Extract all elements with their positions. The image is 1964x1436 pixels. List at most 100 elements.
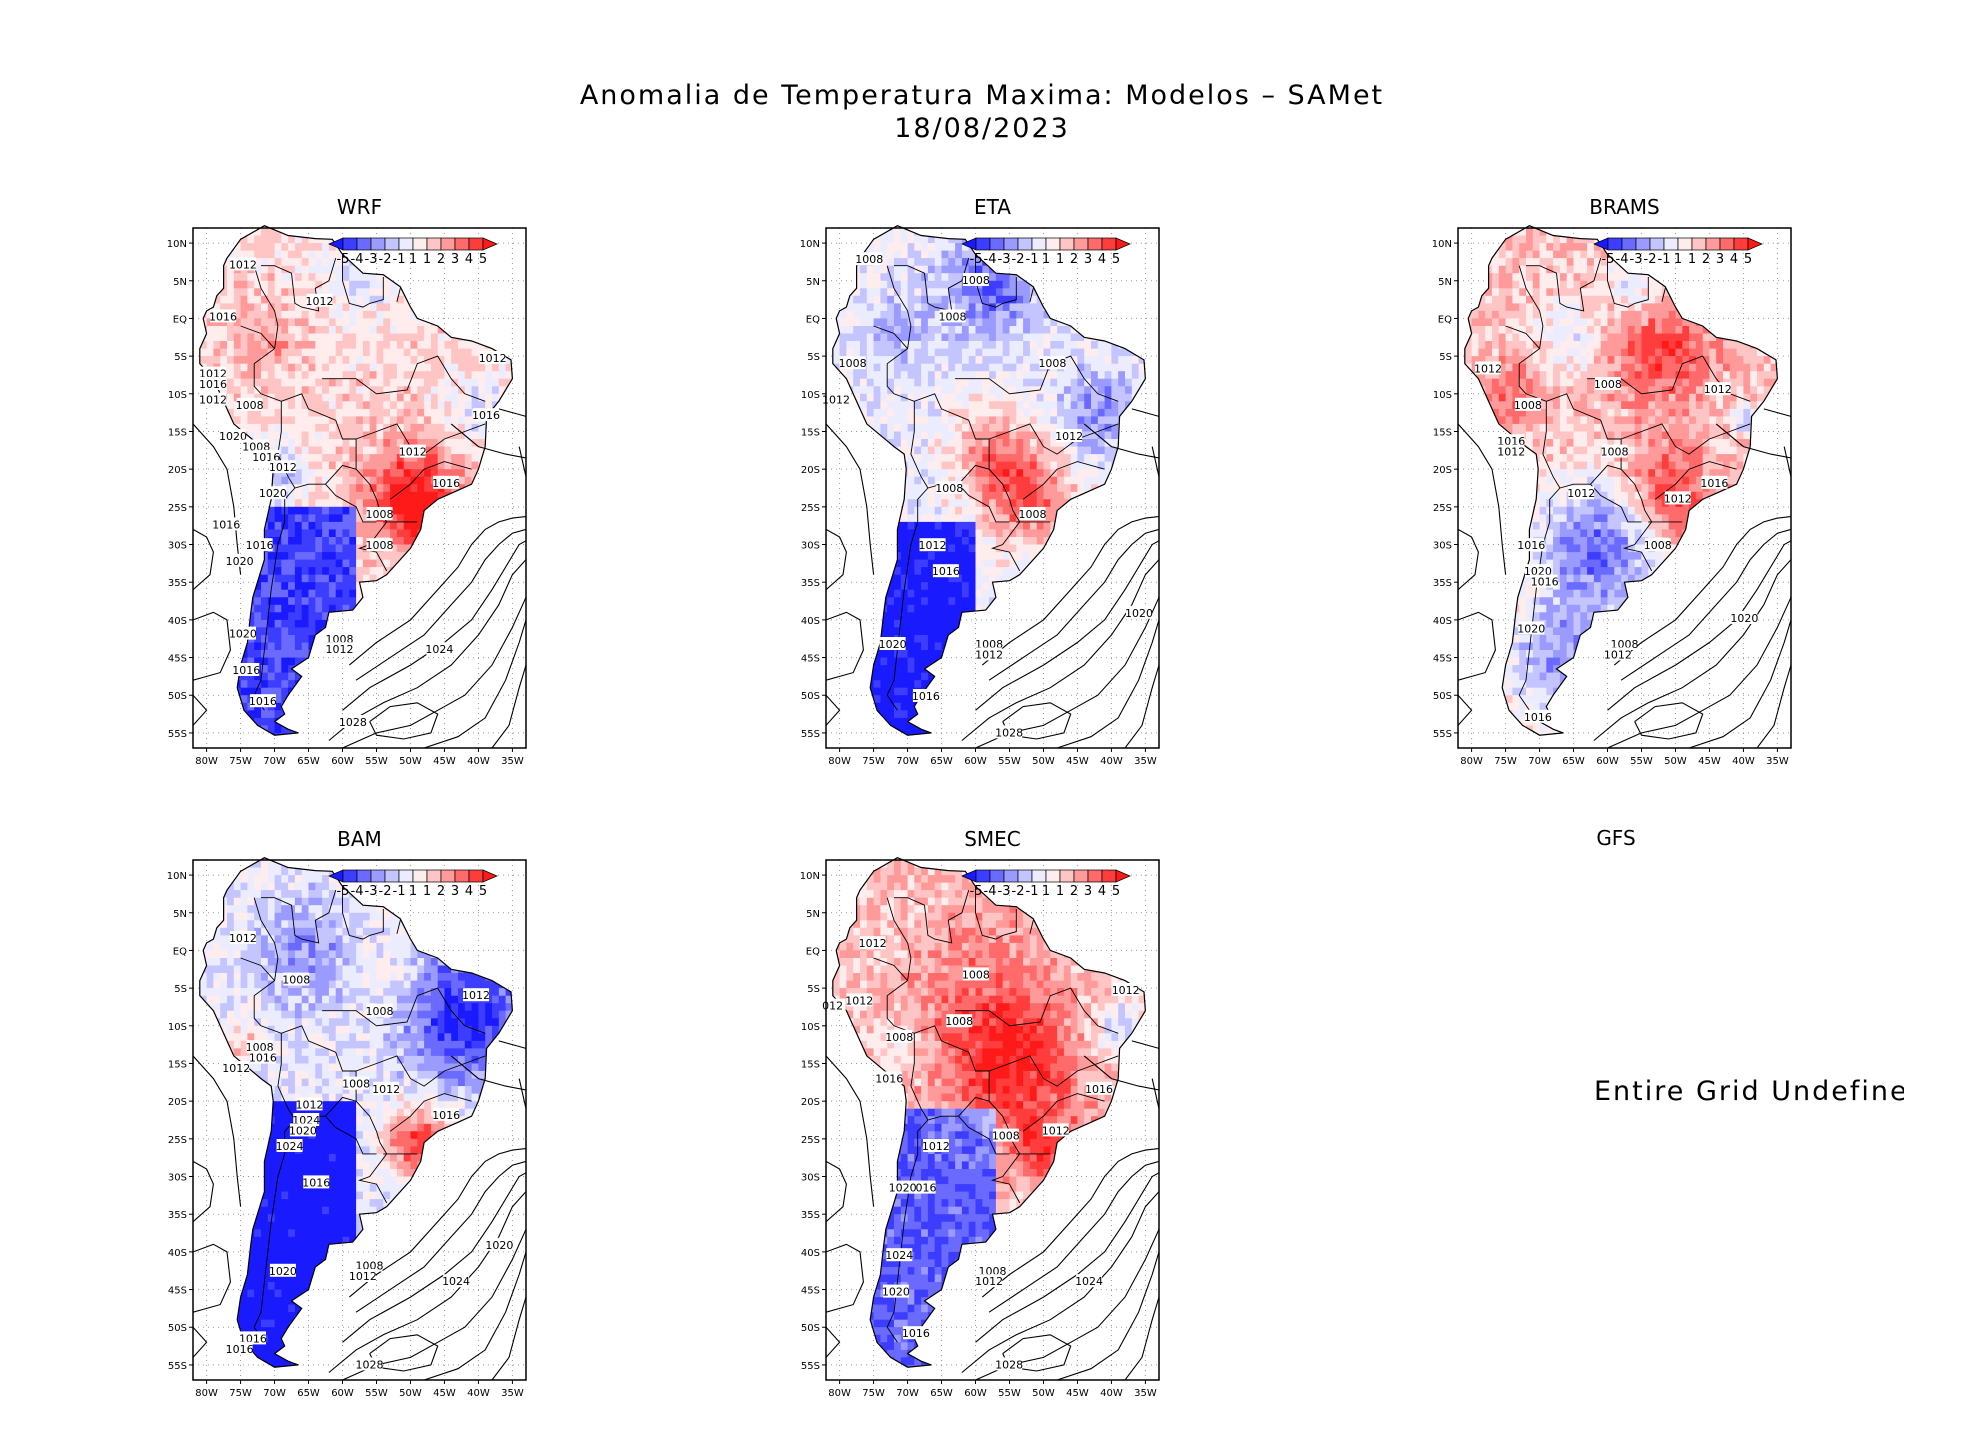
- contour-label: 1020: [229, 628, 257, 641]
- lat-tick-label: 20S: [801, 465, 820, 476]
- coastline: [199, 225, 514, 736]
- contour-label: 1016: [902, 1327, 930, 1340]
- map-frame: [825, 859, 1160, 1381]
- lat-tick-label: EQ: [806, 314, 820, 325]
- colorbar-label: -1: [393, 252, 406, 267]
- contour-label: 1008: [1594, 378, 1622, 391]
- lon-tick-label: 70W: [1528, 756, 1551, 767]
- lon-tick-label: 40W: [467, 756, 490, 767]
- contour-label: 1012: [399, 446, 427, 459]
- contour-label: 1020: [882, 1286, 910, 1299]
- contour-label: 1008: [939, 310, 967, 323]
- lon-tick-label: 45W: [433, 1388, 456, 1399]
- colorbar-label: -2: [379, 252, 392, 267]
- colorbar-label: 1: [409, 884, 417, 899]
- lat-tick-label: 55S: [168, 1361, 187, 1372]
- colorbar: -5 -4 -3 -2 -1 1 1 2 3 4 5: [1593, 237, 1763, 267]
- lat-tick-label: 10S: [168, 1022, 187, 1033]
- contour-label: 1012: [845, 994, 873, 1007]
- lat-tick-label: 30S: [168, 541, 187, 552]
- contour-label: 1016: [1517, 539, 1545, 552]
- colorbar-label: -4: [984, 252, 997, 267]
- lat-tick-label: 5N: [173, 277, 187, 288]
- colorbar-label: -2: [1644, 252, 1657, 267]
- colorbar-label: 3: [1084, 252, 1092, 267]
- lat-tick-label: 30S: [801, 1173, 820, 1184]
- colorbar-label: -1: [393, 884, 406, 899]
- colorbar-label: -1: [1026, 884, 1039, 899]
- coastline: [1464, 225, 1779, 736]
- contour-label: 1008: [935, 482, 963, 495]
- coastline: [832, 225, 1147, 736]
- colorbar: -5 -4 -3 -2 -1 1 1 2 3 4 5: [961, 237, 1131, 267]
- contour-label: 1028: [355, 1358, 383, 1371]
- colorbar-label: 5: [479, 884, 487, 899]
- lat-tick-label: 30S: [801, 541, 820, 552]
- lon-tick-label: 65W: [930, 1388, 953, 1399]
- colorbar-label: 1: [1042, 884, 1050, 899]
- lat-tick-label: 10S: [1433, 390, 1452, 401]
- contour-label: 1008: [1601, 446, 1629, 459]
- contour-label: 1012: [269, 461, 297, 474]
- lat-tick-label: 15S: [801, 1059, 820, 1070]
- lon-tick-label: 55W: [998, 756, 1021, 767]
- lat-tick-label: 50S: [168, 691, 187, 702]
- lon-tick-label: 40W: [1100, 1388, 1123, 1399]
- contour-label: 1008: [1514, 399, 1542, 412]
- lon-tick-label: 70W: [896, 756, 919, 767]
- map-svg: ETA1008100810081008101210081012100810081…: [800, 195, 1160, 767]
- map-panel-bam: BAM 1012 1008 1008 1012 1008 1016 1012 1008 1012 1…: [140, 822, 660, 1412]
- contour-label: 1008: [342, 1078, 370, 1091]
- contour-label: 1008: [962, 274, 990, 287]
- lat-tick-label: 40S: [168, 616, 187, 627]
- lat-tick-label: 10N: [167, 871, 187, 882]
- contour-label: 1008: [962, 968, 990, 981]
- lon-tick-label: 55W: [365, 1388, 388, 1399]
- lat-tick-label: EQ: [806, 946, 820, 957]
- map-panel-smec: SMEC 1012 1008 1012 1012 012 1008 1008 1016 1016 1…: [773, 822, 1293, 1412]
- contour-label: 1020: [219, 430, 247, 443]
- contour-label: 1012: [1664, 492, 1692, 505]
- colorbar-label: 5: [1112, 252, 1120, 267]
- lat-tick-label: 5N: [806, 277, 820, 288]
- contour-label: 1012: [919, 539, 947, 552]
- contour-label: 1012: [199, 394, 227, 407]
- lat-tick-label: 20S: [1433, 465, 1452, 476]
- lon-tick-label: 75W: [229, 1388, 252, 1399]
- lon-tick-label: 60W: [964, 1388, 987, 1399]
- undefined-grid-message: Entire Grid Undefined: [1594, 1076, 1904, 1107]
- map-frame: [1457, 227, 1792, 749]
- lon-tick-label: 50W: [1032, 756, 1055, 767]
- lon-tick-label: 40W: [1100, 756, 1123, 767]
- contour-label: 1012: [306, 295, 334, 308]
- lat-tick-label: 10S: [801, 390, 820, 401]
- pressure-contours: [193, 408, 526, 748]
- contour-label: 1024: [276, 1140, 304, 1153]
- colorbar-label: -2: [379, 884, 392, 899]
- colorbar-label: 1: [1056, 884, 1064, 899]
- lat-tick-label: 10S: [801, 1022, 820, 1033]
- lon-tick-label: 40W: [467, 1388, 490, 1399]
- lon-tick-label: 50W: [1664, 756, 1687, 767]
- lat-tick-label: 30S: [168, 1173, 187, 1184]
- colorbar-label: 2: [1070, 252, 1078, 267]
- lon-tick-label: 80W: [195, 1388, 218, 1399]
- lon-tick-label: 70W: [263, 1388, 286, 1399]
- lon-tick-label: 60W: [331, 756, 354, 767]
- lon-tick-label: 50W: [399, 756, 422, 767]
- contour-label: 1016: [232, 664, 260, 677]
- map-panel-brams: BRAMS 1012 1008 1008 1016 1012 1008 1012 1016 101…: [1405, 190, 1925, 780]
- contour-label: 1012: [975, 1275, 1003, 1288]
- lat-tick-label: 35S: [801, 578, 820, 589]
- lon-tick-label: 35W: [1134, 1388, 1157, 1399]
- contour-label: 1016: [249, 1052, 277, 1065]
- contour-label: 1028: [339, 716, 367, 729]
- colorbar-label: 4: [1098, 884, 1106, 899]
- colorbar-label: 5: [1112, 884, 1120, 899]
- lat-tick-label: 20S: [168, 1097, 187, 1108]
- contour-label: 1008: [282, 974, 310, 987]
- contour-label: 1012: [1567, 487, 1595, 500]
- contour-label: 1016: [1085, 1083, 1113, 1096]
- contour-label: 1020: [1730, 612, 1758, 625]
